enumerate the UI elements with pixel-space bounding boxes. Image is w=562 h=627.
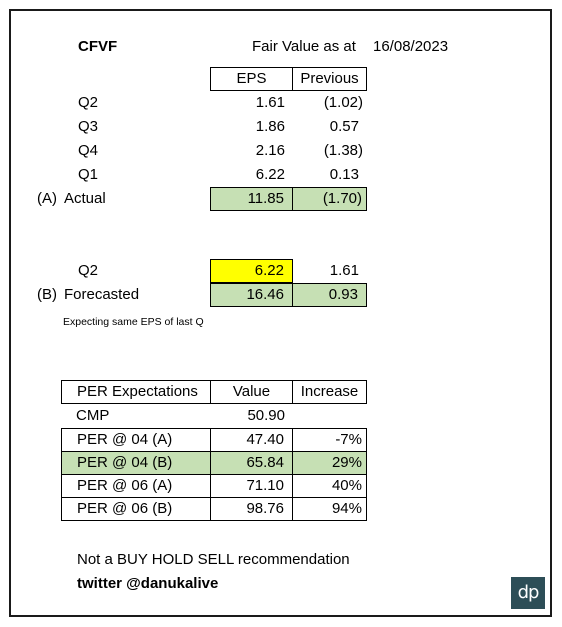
document-frame	[9, 9, 552, 617]
actual-label: Actual	[64, 190, 106, 207]
disclaimer-text: Not a BUY HOLD SELL recommendation	[77, 551, 350, 568]
per-row-label: PER @ 04 (A)	[61, 428, 211, 452]
per-row-increase: -7%	[292, 428, 367, 452]
per-col-header-value: Value	[210, 380, 293, 404]
eps-col-header: EPS	[210, 67, 293, 91]
per-row-label: PER @ 04 (B)	[61, 451, 211, 475]
forecast-q-label: Q2	[78, 262, 99, 279]
eps-row-eps: 6.22	[255, 166, 285, 183]
per-row-value: 47.40	[210, 428, 293, 452]
forecast-eps-cell: 16.46	[210, 283, 293, 307]
per-row-label: PER @ 06 (B)	[61, 497, 211, 521]
eps-row-label: Q1	[78, 166, 99, 183]
per-cmp-value: 50.90	[247, 407, 285, 424]
previous-col-header: Previous	[292, 67, 367, 91]
eps-row-previous: 0.13	[329, 166, 359, 183]
eps-row-eps: 1.61	[255, 94, 285, 111]
per-cmp-label: CMP	[76, 407, 110, 424]
eps-row-label: Q4	[78, 142, 99, 159]
eps-row-previous: 0.57	[329, 118, 359, 135]
forecast-note: Expecting same EPS of last Q	[63, 316, 204, 328]
eps-row-previous: (1.02)	[323, 94, 363, 111]
per-row-value: 98.76	[210, 497, 293, 521]
fair-value-label: Fair Value as at	[252, 38, 356, 55]
fair-value-date: 16/08/2023	[373, 38, 449, 55]
per-row-label: PER @ 06 (A)	[61, 474, 211, 498]
forecast-label: Forecasted	[64, 286, 140, 303]
forecast-prefix: (B)	[37, 286, 57, 303]
eps-row-label: Q2	[78, 94, 99, 111]
per-row-increase: 29%	[292, 451, 367, 475]
twitter-handle: twitter @danukalive	[77, 575, 219, 592]
forecast-q-previous: 1.61	[329, 262, 359, 279]
per-row-increase: 40%	[292, 474, 367, 498]
actual-previous-cell: (1.70)	[292, 187, 367, 211]
forecast-previous-cell: 0.93	[292, 283, 367, 307]
dp-logo: dp	[511, 577, 545, 609]
per-row-increase: 94%	[292, 497, 367, 521]
per-row-value: 71.10	[210, 474, 293, 498]
actual-prefix: (A)	[37, 190, 57, 207]
per-col-header-label: PER Expectations	[61, 380, 211, 404]
ticker-title: CFVF	[78, 38, 118, 55]
per-row-value: 65.84	[210, 451, 293, 475]
eps-row-eps: 2.16	[255, 142, 285, 159]
eps-row-eps: 1.86	[255, 118, 285, 135]
per-col-header-increase: Increase	[292, 380, 367, 404]
actual-eps-cell: 11.85	[210, 187, 293, 211]
eps-row-label: Q3	[78, 118, 99, 135]
eps-row-previous: (1.38)	[323, 142, 363, 159]
forecast-q-eps-cell: 6.22	[210, 259, 293, 283]
